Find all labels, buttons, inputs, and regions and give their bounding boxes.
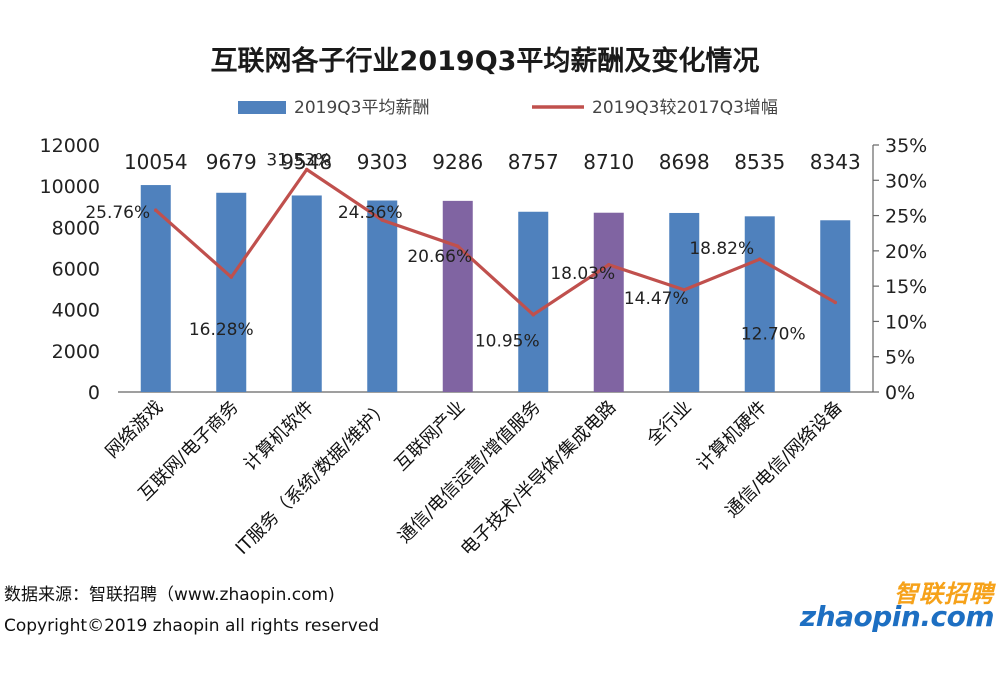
bar bbox=[669, 212, 700, 392]
bar-value-label: 9303 bbox=[357, 150, 408, 174]
growth-line bbox=[154, 167, 837, 317]
line-value-label: 20.66% bbox=[407, 247, 472, 267]
legend: 2019Q3平均薪酬 2019Q3较2017Q3增幅 bbox=[238, 98, 778, 118]
line-point bbox=[682, 288, 687, 292]
source-note: 数据来源：智联招聘（www.zhaopin.com) bbox=[4, 585, 335, 605]
y-left-tick-label: 6000 bbox=[52, 259, 100, 281]
category-label: 网络游戏 bbox=[102, 397, 168, 463]
line-point bbox=[531, 312, 536, 317]
category-labels: 网络游戏互联网/电子商务计算机软件IT服务（系统/数据/维护）互联网产业通信/电… bbox=[102, 397, 847, 560]
y-right-tick-label: 0% bbox=[885, 382, 915, 404]
bar bbox=[442, 200, 473, 392]
category-label: 互联网产业 bbox=[391, 397, 469, 475]
bar-value-label: 9679 bbox=[206, 150, 257, 174]
bar bbox=[518, 211, 549, 392]
legend-bar-label: 2019Q3平均薪酬 bbox=[294, 98, 429, 118]
line-point bbox=[606, 262, 611, 267]
category-label: 计算机软件 bbox=[240, 397, 318, 475]
legend-line-label: 2019Q3较2017Q3增幅 bbox=[592, 98, 778, 118]
axes: 0 2000 4000 6000 8000 10000 12000 0% 5% 10% 15% 20%… bbox=[40, 135, 928, 404]
bar-value-label: 8757 bbox=[508, 150, 559, 174]
y-right-tick-label: 30% bbox=[885, 170, 927, 192]
bar-value-label: 8535 bbox=[734, 150, 785, 174]
line-series bbox=[153, 167, 838, 317]
copyright-note: Copyright©2019 zhaopin all rights reserv… bbox=[4, 616, 380, 636]
y-left-tick-label: 2000 bbox=[52, 341, 100, 363]
bar bbox=[291, 195, 322, 392]
logo-cn-text: 智联招聘 bbox=[894, 580, 994, 608]
bar-value-label: 10054 bbox=[124, 150, 188, 174]
bar bbox=[367, 200, 398, 392]
data-labels: 10054 9679 9548 9303 9286 8757 8710 8698 8535 834… bbox=[85, 150, 860, 352]
bar-value-label: 8710 bbox=[583, 150, 634, 174]
category-label: 全行业 bbox=[643, 397, 696, 450]
line-value-label: 18.82% bbox=[689, 239, 754, 259]
bar-value-label: 8343 bbox=[810, 150, 861, 174]
y-right-tick-label: 35% bbox=[885, 135, 927, 157]
category-label: 计算机硬件 bbox=[693, 397, 771, 475]
line-point bbox=[229, 275, 234, 279]
line-value-label: 24.36% bbox=[338, 203, 403, 223]
line-value-label: 16.28% bbox=[189, 320, 254, 340]
y-left-tick-label: 10000 bbox=[40, 176, 100, 198]
line-value-label: 18.03% bbox=[550, 264, 615, 284]
bar-value-label: 9286 bbox=[432, 150, 483, 174]
y-right-tick-label: 25% bbox=[885, 206, 927, 228]
bar-value-label: 9548 bbox=[281, 150, 332, 174]
line-point bbox=[455, 244, 460, 248]
zhaopin-logo: 智联招聘 zhaopin.com bbox=[784, 574, 995, 634]
line-point bbox=[153, 208, 158, 213]
chart-title: 互联网各子行业2019Q3平均薪酬及变化情况 bbox=[211, 45, 760, 77]
y-left-tick-label: 0 bbox=[88, 382, 100, 404]
y-left-tick-label: 12000 bbox=[40, 135, 100, 157]
line-value-label: 10.95% bbox=[475, 332, 540, 352]
y-left-tick-label: 4000 bbox=[52, 300, 100, 322]
bar bbox=[820, 220, 851, 392]
legend-bar-swatch bbox=[238, 101, 286, 114]
category-label: 通信/电信运营/增值服务 bbox=[394, 397, 545, 548]
logo-en-text: zhaopin.com bbox=[799, 600, 995, 633]
line-point bbox=[757, 257, 762, 261]
bar-series bbox=[140, 185, 851, 392]
bar bbox=[744, 216, 775, 392]
line-value-label: 14.47% bbox=[624, 289, 689, 309]
line-point bbox=[380, 218, 385, 222]
y-right-tick-label: 20% bbox=[885, 241, 927, 263]
category-label: IT服务（系统/数据/维护） bbox=[232, 397, 394, 559]
line-point bbox=[304, 167, 309, 172]
bar-value-label: 8698 bbox=[659, 150, 710, 174]
y-right-tick-label: 15% bbox=[885, 276, 927, 298]
line-value-label: 12.70% bbox=[741, 324, 806, 344]
category-label: 电子技术/半导体/集成电路 bbox=[457, 397, 620, 560]
bar bbox=[216, 192, 247, 392]
line-value-label: 25.76% bbox=[85, 203, 150, 223]
line-value-label: 31.53% bbox=[266, 150, 331, 170]
bar bbox=[593, 212, 624, 392]
y-left-tick-label: 8000 bbox=[52, 217, 100, 239]
line-point bbox=[833, 300, 838, 305]
y-right-tick-label: 10% bbox=[885, 311, 927, 333]
y-right-tick-label: 5% bbox=[885, 347, 915, 369]
